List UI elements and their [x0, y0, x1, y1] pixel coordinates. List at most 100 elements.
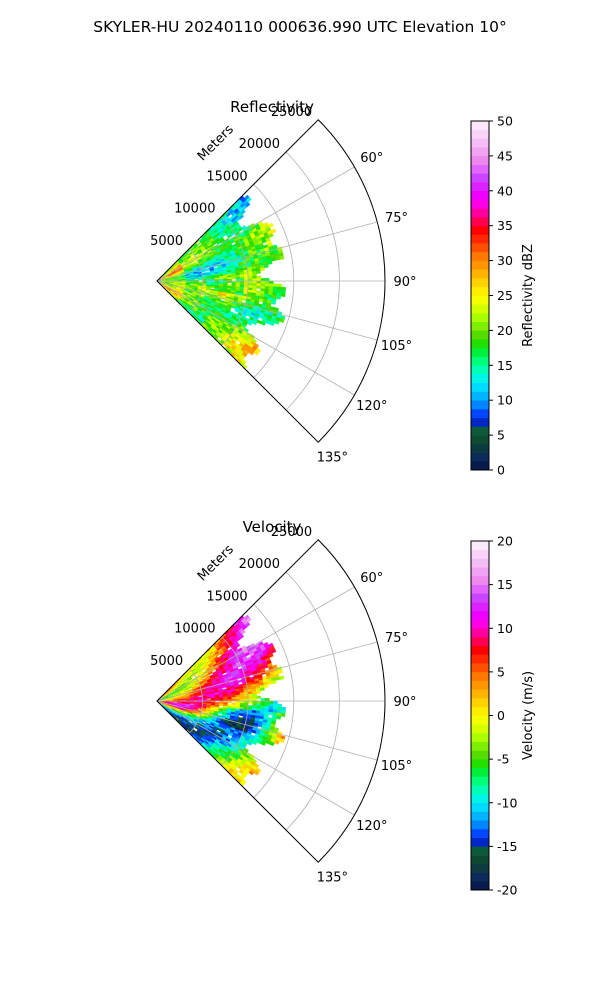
reflectivity-colorbar: 0 5 10 15 20 25 30 35 40 45 50 [470, 114, 513, 478]
angular-tick-label: 105° [381, 759, 412, 774]
data-cell [239, 276, 245, 280]
colorbar-segment [471, 846, 489, 856]
data-cell [276, 715, 282, 720]
colorbar-segment [471, 584, 489, 594]
colorbar-segment [471, 243, 489, 253]
colorbar-segment [471, 391, 489, 401]
data-cell [272, 286, 278, 291]
colorbar-segment [471, 759, 489, 769]
data-cell [264, 283, 270, 287]
colorbar-segment [471, 295, 489, 305]
data-cell [273, 703, 278, 708]
data-cell [210, 286, 216, 289]
data-cell [235, 696, 241, 700]
angular-tick-label: 120° [356, 399, 387, 414]
colorbar-segment [471, 698, 489, 708]
data-cell [252, 693, 257, 697]
data-cell [256, 703, 262, 707]
colorbar-segment [471, 286, 489, 296]
velocity-radial-axis-label: Meters [195, 542, 237, 584]
colorbar-segment [471, 435, 489, 445]
data-cell [275, 256, 281, 261]
data-cell [248, 693, 253, 697]
reflectivity-panel: Reflectivity 5000 10000 15000 20000 25000 60°… [150, 98, 536, 478]
data-cell [240, 209, 246, 215]
colorbar-segment [471, 356, 489, 366]
colorbar-segment [471, 680, 489, 690]
data-cell [264, 278, 270, 282]
radial-tick-label: 5000 [150, 654, 183, 669]
colorbar-segment [471, 365, 489, 375]
data-cell [270, 257, 277, 262]
colorbar-tick-label: 20 [497, 323, 513, 338]
data-cell [272, 706, 278, 711]
angular-gridline [156, 166, 355, 282]
colorbar-segment [471, 785, 489, 795]
data-cell [268, 222, 274, 228]
data-cell [277, 706, 282, 711]
data-cell [274, 319, 280, 325]
colorbar-segment [471, 671, 489, 681]
data-cell [268, 703, 274, 707]
colorbar-tick-label: -20 [497, 883, 517, 898]
colorbar-tick-label: 20 [497, 534, 513, 549]
colorbar-segment [471, 645, 489, 655]
data-cell [270, 300, 277, 305]
data-cell [238, 214, 245, 220]
data-cell [264, 700, 270, 704]
angular-gridline [156, 280, 355, 396]
data-cell [279, 318, 285, 323]
angular-tick-label: 120° [356, 819, 387, 834]
colorbar-tick-label: 0 [497, 463, 505, 478]
angular-tick-label: 135° [317, 450, 348, 465]
colorbar-segment [471, 461, 489, 471]
colorbar-segment [471, 147, 489, 157]
data-cell [235, 276, 241, 280]
colorbar-segment [471, 750, 489, 760]
sector-frame [156, 119, 386, 443]
data-cell [253, 350, 260, 356]
data-cell [277, 283, 282, 288]
colorbar-segment [471, 155, 489, 165]
colorbar-segment [471, 251, 489, 261]
data-cell [238, 712, 244, 717]
colorbar-segment [471, 234, 489, 244]
colorbar-segment [471, 400, 489, 410]
data-cell [263, 684, 269, 688]
data-cell [263, 264, 269, 268]
colorbar-tick-label: -5 [497, 752, 509, 767]
colorbar-segment [471, 602, 489, 612]
angular-gridline [156, 280, 378, 341]
radial-tick-label: 25000 [271, 525, 312, 540]
colorbar-segment [471, 321, 489, 331]
colorbar-segment [471, 339, 489, 349]
data-cell [260, 283, 266, 287]
data-cell [268, 283, 274, 287]
radial-tick-label: 15000 [206, 589, 247, 604]
radial-tick-label: 20000 [239, 137, 280, 152]
colorbar-segment [471, 426, 489, 436]
colorbar-tick-label: 25 [497, 288, 513, 303]
data-cell [269, 700, 274, 705]
angular-tick-label: 105° [381, 339, 412, 354]
data-cell [256, 285, 262, 289]
colorbar-segment [471, 619, 489, 629]
data-cell [231, 696, 237, 700]
data-cell [206, 696, 212, 699]
colorbar-tick-label: 15 [497, 358, 513, 373]
angular-tick-label: 90° [393, 695, 416, 710]
colorbar-segment [471, 190, 489, 200]
colorbar-segment [471, 417, 489, 427]
colorbar-tick-label: -10 [497, 795, 517, 810]
colorbar-segment [471, 374, 489, 384]
colorbar-segment [471, 663, 489, 673]
colorbar-segment [471, 575, 489, 585]
colorbar-segment [471, 837, 489, 847]
data-cell [259, 687, 265, 692]
data-cell [246, 321, 253, 326]
data-cell [244, 201, 251, 208]
angular-tick-label: 90° [393, 275, 416, 290]
colorbar-segment [471, 636, 489, 647]
data-cell [259, 267, 265, 272]
